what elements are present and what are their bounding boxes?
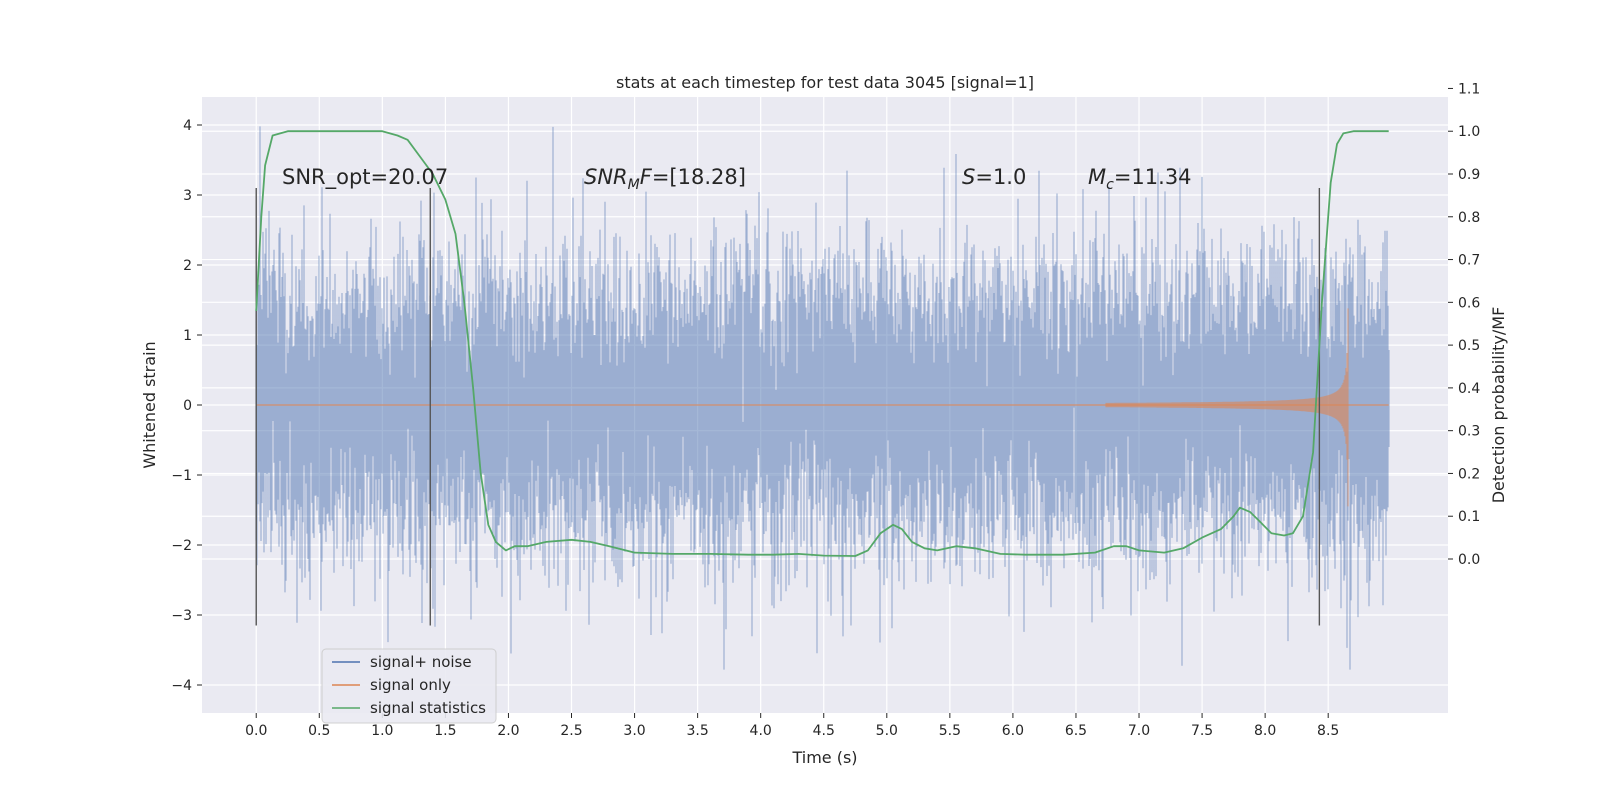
x-tick-label: 6.0 [1002,723,1024,739]
annotation-mc-sub: c [1106,177,1114,193]
x-tick-label: 5.5 [939,723,961,739]
y-tick-label: 2 [183,258,192,274]
y-right-tick-label: 0.1 [1458,509,1480,525]
vertical-markers [255,188,1321,626]
x-tick-label: 8.0 [1254,723,1276,739]
y-tick-label: −1 [171,468,192,484]
y-right-tick-label: 0.2 [1458,466,1480,482]
x-tick-label: 1.0 [371,723,393,739]
x-tick-label: 2.0 [497,723,519,739]
y-right-tick-label: 0.6 [1458,295,1480,311]
annotation-snr-mf-var2: F [640,165,653,189]
x-tick-label: 4.0 [750,723,772,739]
y-right-tick-label: 0.8 [1458,210,1480,226]
annotation-snr-opt: SNR_opt=20.07 [282,165,448,190]
y-tick-label: −4 [171,678,192,694]
x-tick-label: 6.5 [1065,723,1087,739]
y-right-tick-label: 0.9 [1458,167,1480,183]
x-tick-label: 1.5 [434,723,456,739]
legend-box [321,648,497,724]
annotation-mc: Mc=11.34 [1088,165,1192,193]
y-right-tick-labels: 1.1 1.0 0.9 0.8 0.7 0.6 0.5 0.4 0.3 0.2 0.1 0.0 [1448,81,1480,568]
legend-label-signal-only: signal only [370,676,451,694]
x-tick-label: 3.5 [686,723,708,739]
signal-statistics-series [255,130,1389,557]
x-tick-label: 7.5 [1191,723,1213,739]
x-tick-label: 3.0 [623,723,645,739]
x-tick-label: 7.0 [1128,723,1150,739]
y-tick-label: 4 [183,118,192,134]
signal-statistics-line [255,130,1389,557]
legend-label-signal-statistics: signal statistics [370,699,486,717]
y-tick-label: −2 [171,538,192,554]
y-right-tick-label: 0.5 [1458,338,1480,354]
y-right-tick-label: 1.0 [1458,124,1480,140]
y-tick-label: 3 [183,188,192,204]
x-tick-label: 0.5 [308,723,330,739]
y-tick-label: −3 [171,608,192,624]
annotation-s-value: =1.0 [975,165,1026,189]
x-tick-labels: 0.0 0.5 1.0 1.5 2.0 2.5 3.0 3.5 4.0 4.5 5.0 5.5 6.0 6… [245,713,1339,739]
annotation-mc-var: M [1088,165,1106,189]
annotation-s: S=1.0 [962,165,1026,189]
annotation-mc-value: =11.34 [1114,165,1192,189]
x-axis-label: Time (s) [791,748,857,767]
y-right-tick-label: 0.3 [1458,424,1480,440]
y-right-tick-label: 1.1 [1458,81,1480,97]
y-right-tick-label: 0.7 [1458,253,1480,269]
x-tick-label: 0.0 [245,723,267,739]
annotation-s-var: S [962,165,975,189]
annotation-snr-mf-value: =[18.28] [652,165,746,189]
annotation-snr-mf-sub: M [628,177,640,193]
legend: signal+ noise signal only signal statist… [321,648,497,724]
y-right-tick-label: 0.4 [1458,381,1480,397]
y-tick-labels: 4 3 2 1 0 −1 −2 −3 −4 [171,118,202,694]
annotation-snr-mf: SNRMF=[18.28] [584,165,746,193]
chart-title: stats at each timestep for test data 304… [616,73,1034,92]
y-tick-label: 0 [183,398,192,414]
y-tick-label: 1 [183,328,192,344]
x-tick-label: 4.5 [813,723,835,739]
y-right-axis-label: Detection probability/MF [1489,307,1508,504]
x-tick-label: 5.0 [876,723,898,739]
legend-label-signal-noise: signal+ noise [370,653,472,671]
x-tick-label: 2.5 [560,723,582,739]
y-axis-label: Whitened strain [140,341,159,468]
y-right-tick-label: 0.0 [1458,552,1480,568]
x-tick-label: 8.5 [1317,723,1339,739]
annotation-snr-mf-var: SNR [584,165,628,189]
